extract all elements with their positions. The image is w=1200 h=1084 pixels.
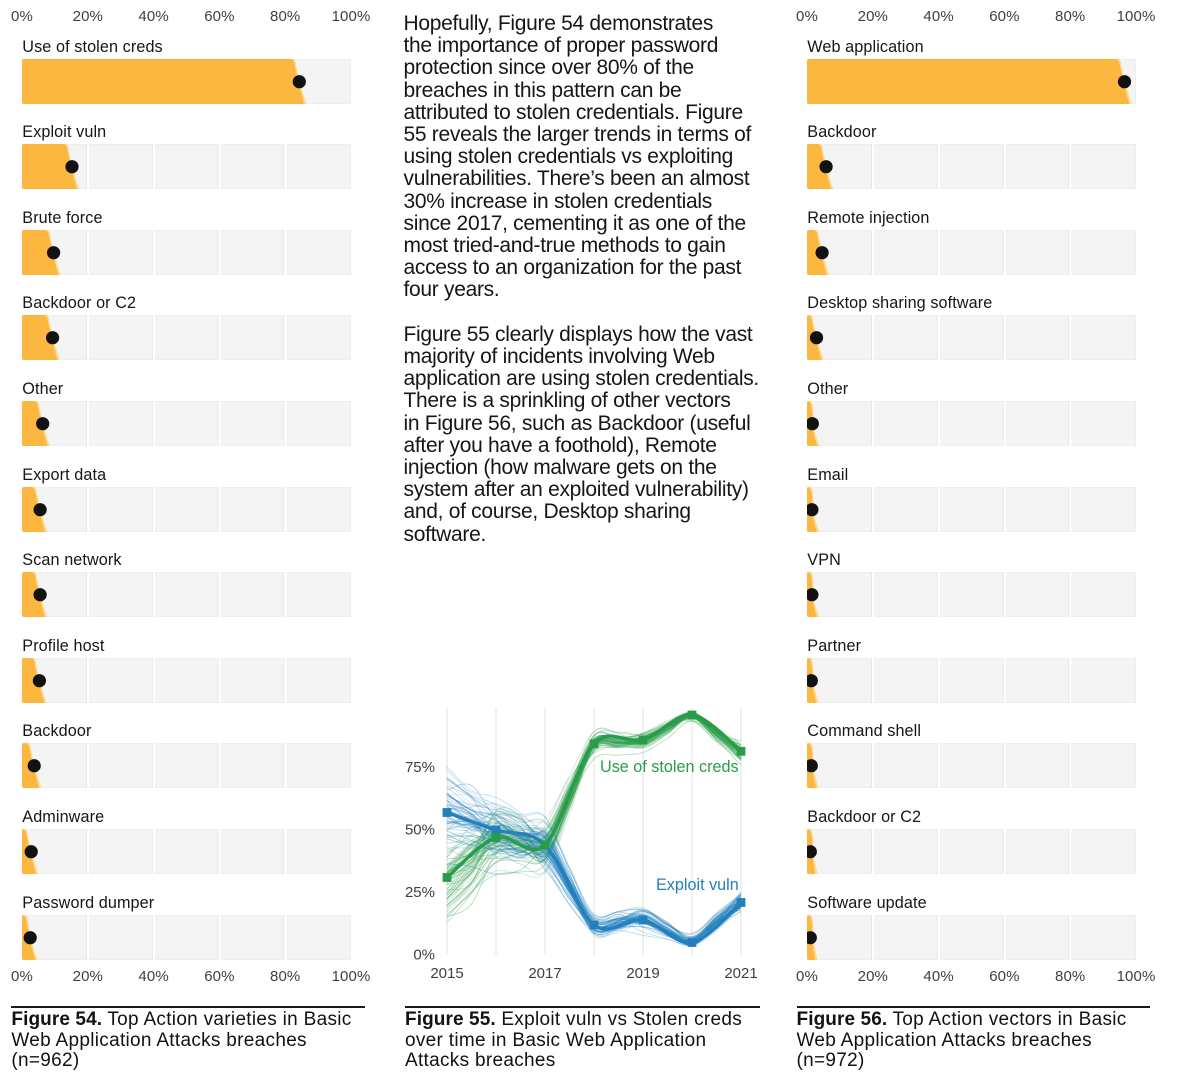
svg-text:25%: 25% <box>405 884 435 901</box>
svg-text:2021: 2021 <box>724 965 757 982</box>
svg-text:75%: 75% <box>405 759 435 776</box>
svg-text:2015: 2015 <box>430 965 463 982</box>
svg-text:Exploit vuln: Exploit vuln <box>656 876 739 894</box>
svg-text:2017: 2017 <box>528 965 561 982</box>
svg-text:2019: 2019 <box>626 965 659 982</box>
svg-text:50%: 50% <box>405 822 435 839</box>
svg-text:Use of stolen creds: Use of stolen creds <box>600 758 739 776</box>
svg-text:0%: 0% <box>413 947 435 964</box>
